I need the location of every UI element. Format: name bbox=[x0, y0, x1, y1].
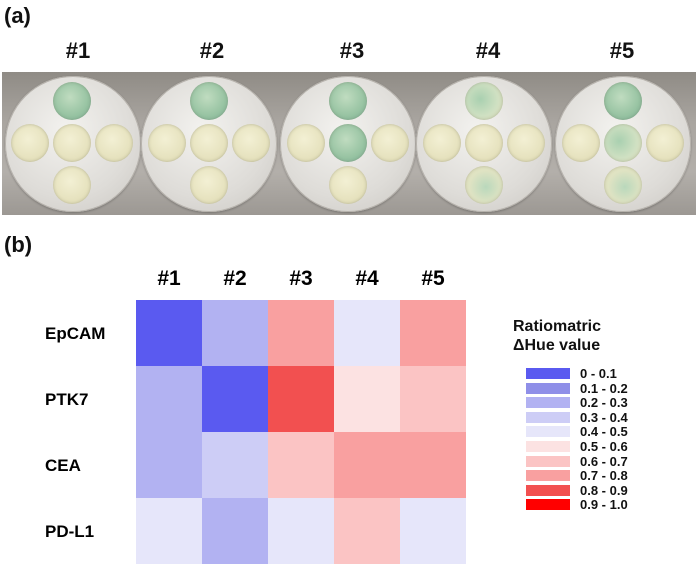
heatmap-cell-pd-l1-3 bbox=[268, 498, 334, 564]
column-label: #1 bbox=[157, 267, 181, 290]
heatmap-cell-epcam-1 bbox=[136, 300, 202, 366]
legend-swatch bbox=[526, 382, 570, 394]
paper-disc bbox=[465, 166, 503, 204]
legend-label: 0.9 - 1.0 bbox=[580, 497, 628, 513]
row-label: EpCAM bbox=[45, 324, 105, 343]
heatmap-cell-ptk7-4 bbox=[334, 366, 400, 432]
photo-label-1: #1 bbox=[65, 38, 91, 63]
paper-disc bbox=[11, 124, 49, 162]
paper-disc bbox=[562, 124, 600, 162]
legend-label: 0.5 - 0.6 bbox=[580, 439, 628, 454]
legend-label: 0.3 - 0.4 bbox=[580, 409, 628, 425]
heatmap-cell-pd-l1-2 bbox=[202, 498, 268, 564]
legend-label: 0.7 - 0.8 bbox=[580, 468, 628, 484]
legend-label: 0.6 - 0.7 bbox=[580, 453, 628, 469]
column-label: #2 bbox=[223, 267, 246, 290]
heatmap-cell-cea-4 bbox=[334, 432, 400, 498]
column-label: #4 bbox=[355, 267, 379, 290]
heatmap-cell-epcam-5 bbox=[400, 300, 466, 366]
heatmap-cell-pd-l1-1 bbox=[136, 498, 202, 564]
heatmap-cell-cea-1 bbox=[136, 432, 202, 498]
legend-swatch bbox=[526, 411, 570, 423]
paper-disc bbox=[604, 82, 642, 120]
paper-disc bbox=[53, 82, 91, 120]
paper-disc bbox=[287, 124, 325, 162]
legend-swatch bbox=[526, 470, 570, 482]
panel-a-label: (a) bbox=[4, 3, 31, 28]
heatmap-cell-cea-2 bbox=[202, 432, 268, 498]
paper-disc bbox=[507, 124, 545, 162]
paper-disc bbox=[53, 166, 91, 204]
paper-disc bbox=[232, 124, 270, 162]
legend-swatch bbox=[526, 397, 570, 409]
heatmap-cell-ptk7-2 bbox=[202, 366, 268, 432]
row-label: PD-L1 bbox=[45, 522, 94, 541]
paper-disc bbox=[371, 124, 409, 162]
legend-label: 0 - 0.1 bbox=[580, 366, 617, 381]
legend-title-line-1: Ratiomatric bbox=[513, 318, 602, 335]
legend-label: 0.2 - 0.3 bbox=[580, 395, 628, 411]
heatmap-cell-epcam-2 bbox=[202, 300, 268, 366]
photo-label-4: #4 bbox=[475, 38, 501, 63]
heatmap-cell-epcam-3 bbox=[268, 300, 334, 366]
paper-disc bbox=[329, 166, 367, 204]
heatmap-cell-cea-3 bbox=[268, 432, 334, 498]
paper-disc bbox=[329, 124, 367, 162]
row-label: CEA bbox=[45, 456, 81, 475]
paper-disc bbox=[329, 82, 367, 120]
paper-disc bbox=[190, 124, 228, 162]
legend-swatch bbox=[526, 368, 570, 379]
heatmap-cell-ptk7-3 bbox=[268, 366, 334, 432]
paper-disc bbox=[465, 124, 503, 162]
row-label: PTK7 bbox=[45, 390, 88, 409]
paper-disc bbox=[604, 124, 642, 162]
legend-swatch bbox=[526, 499, 570, 511]
panel-b-label: (b) bbox=[4, 232, 33, 257]
heatmap-cell-cea-5 bbox=[400, 432, 466, 498]
photo-strip bbox=[2, 72, 696, 215]
legend-label: 0.1 - 0.2 bbox=[580, 380, 628, 396]
paper-disc bbox=[190, 166, 228, 204]
heatmap-cell-ptk7-5 bbox=[400, 366, 466, 432]
heatmap-cell-pd-l1-4 bbox=[334, 498, 400, 564]
column-label: #3 bbox=[289, 267, 312, 290]
paper-disc bbox=[423, 124, 461, 162]
photo-label-2: #2 bbox=[199, 38, 225, 63]
legend-swatch bbox=[526, 441, 570, 452]
paper-disc bbox=[53, 124, 91, 162]
legend-swatch bbox=[526, 484, 570, 496]
paper-disc bbox=[604, 166, 642, 204]
photo-label-3: #3 bbox=[339, 38, 365, 63]
legend-swatch bbox=[526, 426, 570, 438]
heatmap-cell-epcam-4 bbox=[334, 300, 400, 366]
paper-disc bbox=[646, 124, 684, 162]
legend-label: 0.4 - 0.5 bbox=[580, 424, 628, 440]
legend-swatch bbox=[526, 455, 570, 467]
legend-label: 0.8 - 0.9 bbox=[580, 482, 628, 498]
paper-disc bbox=[95, 124, 133, 162]
legend-title-line-2: ΔHue value bbox=[513, 337, 601, 354]
paper-disc bbox=[465, 82, 503, 120]
column-label: #5 bbox=[421, 267, 445, 290]
paper-disc bbox=[148, 124, 186, 162]
paper-disc bbox=[190, 82, 228, 120]
photo-label-5: #5 bbox=[609, 38, 635, 63]
heatmap-cell-ptk7-1 bbox=[136, 366, 202, 432]
heatmap-cell-pd-l1-5 bbox=[400, 498, 466, 564]
